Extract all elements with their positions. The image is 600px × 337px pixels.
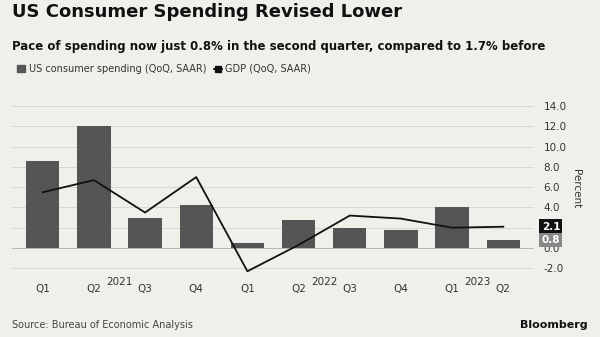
Y-axis label: Percent: Percent	[571, 169, 581, 208]
Bar	[128, 218, 161, 248]
Text: Bloomberg: Bloomberg	[520, 320, 588, 330]
Text: 0.8: 0.8	[542, 235, 560, 245]
Text: US Consumer Spending Revised Lower: US Consumer Spending Revised Lower	[12, 3, 402, 21]
Text: 2023: 2023	[464, 277, 491, 287]
Text: Pace of spending now just 0.8% in the second quarter, compared to 1.7% before: Pace of spending now just 0.8% in the se…	[12, 40, 545, 54]
Bar	[385, 230, 418, 248]
Bar	[77, 126, 110, 248]
Text: Source: Bureau of Economic Analysis: Source: Bureau of Economic Analysis	[12, 320, 193, 330]
Bar	[333, 228, 367, 248]
Bar	[282, 220, 315, 248]
Bar	[26, 161, 59, 248]
Text: 2022: 2022	[311, 277, 337, 287]
Bar	[231, 243, 264, 248]
Text: 2021: 2021	[106, 277, 133, 287]
Bar	[436, 208, 469, 248]
Bar	[179, 206, 213, 248]
Legend: US consumer spending (QoQ, SAAR), GDP (QoQ, SAAR): US consumer spending (QoQ, SAAR), GDP (Q…	[17, 64, 311, 74]
Bar	[487, 240, 520, 248]
Text: 2.1: 2.1	[542, 222, 560, 232]
